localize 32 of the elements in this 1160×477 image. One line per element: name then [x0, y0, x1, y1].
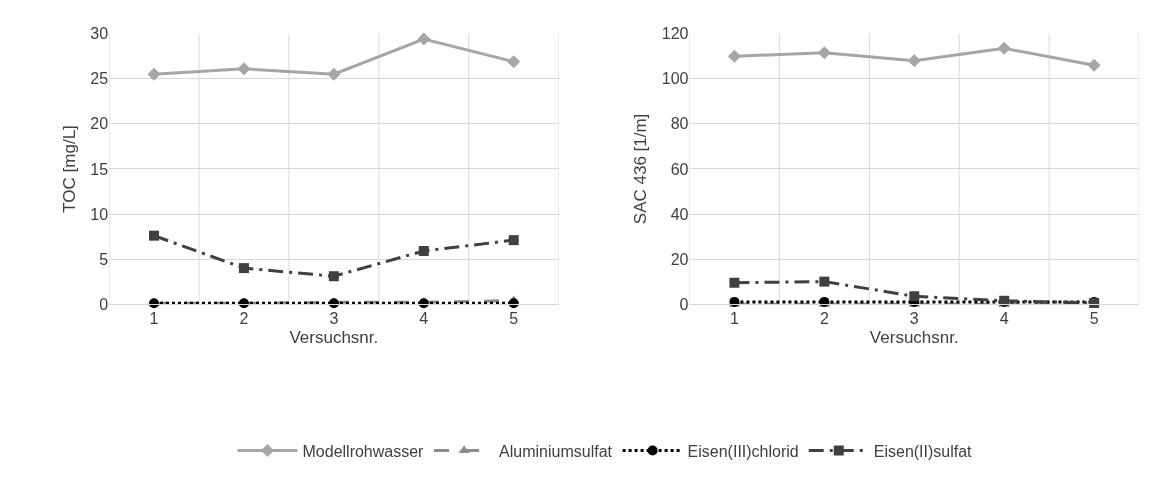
y-tick-label: 30 — [90, 25, 109, 43]
y-tick-label: 0 — [99, 295, 109, 313]
y-tick-label: 100 — [661, 70, 689, 88]
x-tick-label: 5 — [509, 310, 519, 328]
x-tick-label: 1 — [729, 310, 739, 328]
legend-label: Eisen(III)chlorid — [687, 442, 799, 460]
y-tick-label: 25 — [90, 70, 109, 88]
y-tick-label: 120 — [661, 25, 689, 43]
x-tick-label: 3 — [329, 310, 339, 328]
y-tick-label: 80 — [670, 115, 689, 133]
legend-label: Eisen(II)sulfat — [873, 442, 973, 460]
y-axis-title: SAC 436 [1/m] — [631, 113, 651, 225]
y-tick-label: 20 — [670, 250, 689, 268]
x-tick-label: 2 — [819, 310, 829, 328]
y-axis-title: TOC [mg/L] — [59, 125, 79, 213]
y-tick-label: 60 — [670, 160, 689, 178]
x-axis-title: Versuchsnr. — [289, 327, 379, 347]
legend-label: Modellrohwasser — [302, 442, 425, 460]
x-axis-title: Versuchsnr. — [869, 327, 959, 347]
legend-label: Aluminiumsulfat — [499, 442, 613, 460]
y-tick-label: 40 — [670, 205, 689, 223]
x-tick-label: 4 — [999, 310, 1009, 328]
y-tick-label: 15 — [90, 160, 109, 178]
x-tick-label: 1 — [149, 310, 159, 328]
y-tick-label: 5 — [99, 250, 109, 268]
x-tick-label: 3 — [909, 310, 919, 328]
y-tick-label: 20 — [90, 115, 109, 133]
y-tick-label: 10 — [90, 205, 109, 223]
x-tick-label: 2 — [239, 310, 249, 328]
x-tick-label: 4 — [419, 310, 429, 328]
x-tick-label: 5 — [1089, 310, 1099, 328]
y-tick-label: 0 — [679, 295, 689, 313]
